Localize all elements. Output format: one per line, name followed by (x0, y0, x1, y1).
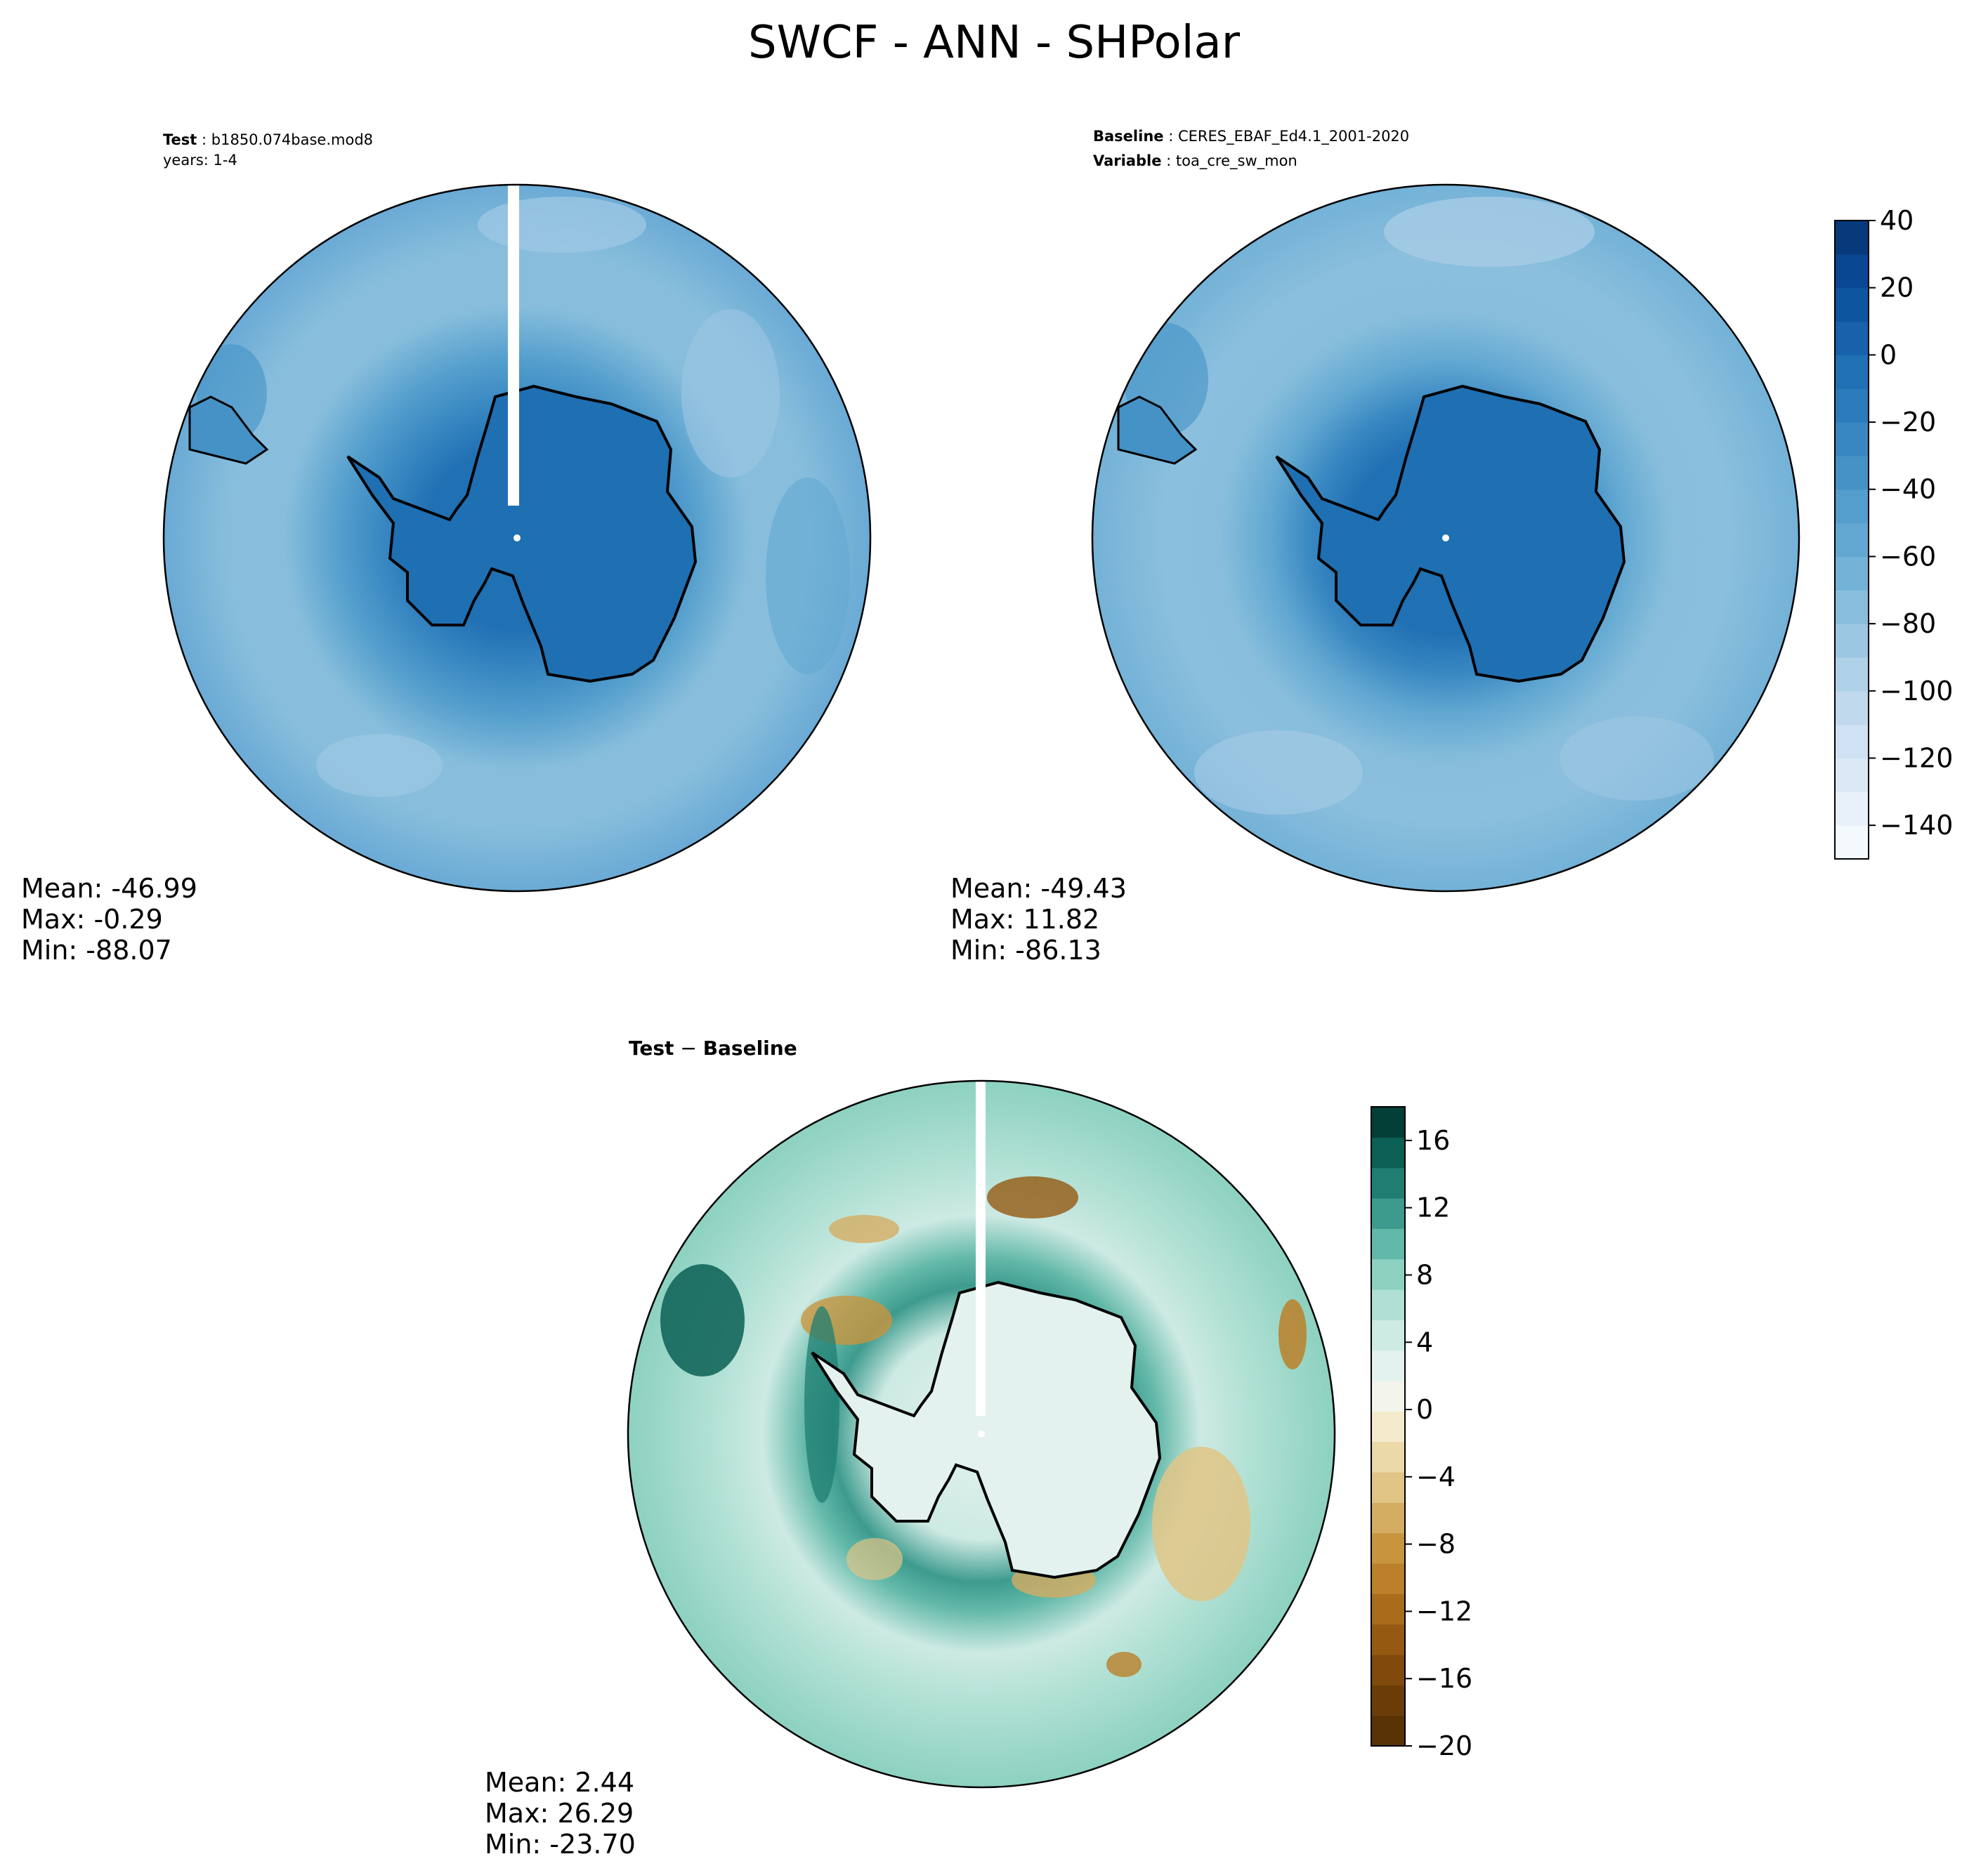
swcf-colorbar-segment (1835, 624, 1869, 658)
swcf-colorbar-segment (1835, 221, 1869, 255)
baseline-stat-mean: Mean: -49.43 (950, 873, 1127, 904)
baseline-header-line2: Variable : toa_cre_sw_mon (1093, 152, 1297, 170)
difference-antarctica-outline (811, 1280, 1162, 1579)
swcf-colorbar-frame (1834, 220, 1869, 860)
difference-colorbar-tick-label: −12 (1416, 1596, 1472, 1626)
test-stat-min: Min: -88.07 (21, 935, 172, 966)
difference-colorbar-segment (1371, 1593, 1405, 1625)
swcf-colorbar-segment (1835, 758, 1869, 792)
difference-colorbar-tick-label: 16 (1416, 1125, 1450, 1156)
baseline-stat-min: Min: -86.13 (950, 935, 1101, 966)
difference-colorbar-segment (1371, 1563, 1405, 1594)
variable-name: toa_cre_sw_mon (1176, 152, 1297, 170)
swcf-colorbar-segment (1835, 690, 1869, 725)
swcf-colorbar-segment (1835, 791, 1869, 826)
difference-header: Test − Baseline (629, 1037, 797, 1060)
swcf-colorbar-segment (1835, 724, 1869, 759)
swcf-colorbar-tick-label: 20 (1880, 272, 1914, 303)
figure-title: SWCF - ANN - SHPolar (748, 17, 1241, 69)
difference-colorbar-frame (1371, 1106, 1406, 1747)
diff-label-test: Test (629, 1037, 674, 1060)
diff-operator: − (674, 1037, 702, 1060)
test-sep: : (197, 131, 211, 148)
panel-test: Test : b1850.074base.mod8 years: 1-4 Mea… (21, 131, 872, 966)
swcf-colorbar-segment (1835, 489, 1869, 524)
difference-colorbar-tick-label: −20 (1416, 1730, 1472, 1761)
colorbar-swcf: 40 20 0 −20 −40 −60 −80 −100 −120 −140 (1834, 205, 1953, 860)
swcf-colorbar-tick-label: −100 (1880, 676, 1953, 707)
swcf-colorbar-tick-label: −60 (1880, 541, 1936, 572)
test-case-name: b1850.074base.mod8 (211, 131, 373, 148)
swcf-colorbar-segment (1835, 455, 1869, 490)
swcf-colorbar-segment (1835, 321, 1869, 355)
difference-colorbar-segment (1371, 1167, 1405, 1199)
difference-colorbar-tick-label: 4 (1416, 1327, 1433, 1358)
baseline-stat-max: Max: 11.82 (950, 904, 1099, 935)
baseline-sep: : (1164, 128, 1178, 145)
diff-label-baseline: Baseline (703, 1037, 797, 1060)
variable-label: Variable (1093, 152, 1161, 169)
difference-colorbar-segment (1371, 1198, 1405, 1229)
baseline-antarctica-outline (1275, 384, 1626, 683)
swcf-colorbar-segment (1835, 355, 1869, 389)
difference-colorbar-segment (1371, 1655, 1405, 1685)
difference-colorbar-segment (1371, 1289, 1405, 1320)
swcf-colorbar-tick-label: −140 (1880, 810, 1953, 841)
difference-colorbar-tick-label: −4 (1416, 1461, 1456, 1492)
difference-colorbar-segment (1371, 1381, 1405, 1412)
baseline-label: Baseline (1093, 128, 1164, 145)
test-antarctica-outline (346, 384, 698, 683)
difference-stat-min: Min: -23.70 (485, 1829, 636, 1860)
variable-sep: : (1161, 152, 1175, 169)
difference-colorbar-tick-label: 8 (1416, 1259, 1433, 1290)
test-years: years: 1-4 (163, 152, 237, 169)
difference-stat-mean: Mean: 2.44 (485, 1767, 634, 1798)
swcf-colorbar-segment (1835, 254, 1869, 289)
swcf-colorbar-tick-label: −20 (1880, 407, 1936, 438)
difference-colorbar-segment (1371, 1228, 1405, 1260)
swcf-colorbar-tick-label: −120 (1880, 742, 1953, 773)
panel-difference: Test − Baseline Mean: 2.44 Max: 26.29 Mi… (485, 1037, 1472, 1860)
swcf-colorbar-tick-label: −40 (1880, 474, 1936, 505)
panel-baseline: Baseline : CERES_EBAF_Ed4.1_2001-2020 Va… (950, 128, 1953, 966)
difference-colorbar-segment (1371, 1320, 1405, 1351)
swcf-colorbar-segment (1835, 590, 1869, 624)
swcf-colorbar-tick-label: 0 (1880, 339, 1897, 370)
swcf-colorbar-segment (1835, 422, 1869, 456)
swcf-colorbar-segment (1835, 556, 1869, 591)
swcf-colorbar-tick-label: 40 (1880, 205, 1914, 236)
difference-colorbar-segment (1371, 1715, 1405, 1747)
difference-colorbar-segment (1371, 1107, 1405, 1138)
swcf-colorbar-segment (1835, 825, 1869, 860)
difference-colorbar-tick-label: 0 (1416, 1394, 1433, 1425)
colorbar-difference: 16 12 8 4 0 −4 −8 −12 −16 −20 (1371, 1106, 1472, 1761)
test-header-line1: Test : b1850.074base.mod8 (163, 131, 373, 148)
difference-colorbar-segment (1371, 1411, 1405, 1442)
difference-colorbar-segment (1371, 1258, 1405, 1290)
difference-colorbar-segment (1371, 1532, 1405, 1564)
difference-colorbar-segment (1371, 1685, 1405, 1716)
difference-colorbar-tick-label: −16 (1416, 1663, 1472, 1694)
difference-colorbar-tick-label: 12 (1416, 1192, 1450, 1223)
difference-colorbar-segment (1371, 1350, 1405, 1381)
difference-colorbar-tick-label: −8 (1416, 1529, 1456, 1560)
swcf-colorbar-segment (1835, 657, 1869, 692)
difference-colorbar-segment (1371, 1441, 1405, 1473)
difference-colorbar-segment (1371, 1472, 1405, 1503)
swcf-colorbar-tick-label: −80 (1880, 608, 1936, 639)
swcf-colorbar-segment (1835, 523, 1869, 558)
difference-colorbar-segment (1371, 1502, 1405, 1534)
baseline-dataset: CERES_EBAF_Ed4.1_2001-2020 (1178, 128, 1409, 145)
test-stat-max: Max: -0.29 (21, 904, 163, 935)
difference-stat-max: Max: 26.29 (485, 1798, 634, 1829)
baseline-header-line1: Baseline : CERES_EBAF_Ed4.1_2001-2020 (1093, 128, 1409, 145)
swcf-colorbar-segment (1835, 287, 1869, 322)
difference-colorbar-segment (1371, 1137, 1405, 1169)
swcf-colorbar-segment (1835, 388, 1869, 423)
test-label: Test (163, 131, 197, 148)
test-stat-mean: Mean: -46.99 (21, 873, 197, 904)
difference-colorbar-segment (1371, 1624, 1405, 1655)
